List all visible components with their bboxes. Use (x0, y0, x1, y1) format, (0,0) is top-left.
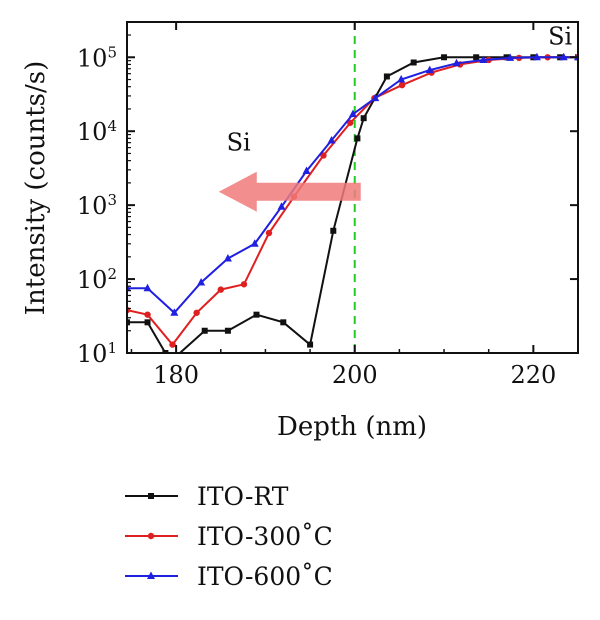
y-tick-label: 102 (77, 265, 117, 294)
data-point (147, 571, 155, 579)
data-point (277, 202, 286, 210)
data-point (253, 311, 260, 318)
data-point (307, 341, 314, 348)
data-point (479, 55, 488, 63)
legend-label: ITO-RT (197, 482, 289, 511)
data-point (148, 493, 154, 499)
x-tick-label: 200 (332, 361, 378, 389)
legend-item: ITO-RT (125, 482, 289, 511)
data-point (348, 109, 357, 118)
data-point (265, 229, 273, 237)
data-point (144, 311, 151, 318)
data-point (127, 319, 130, 326)
data-point (425, 65, 434, 74)
plot-frame (126, 21, 579, 354)
shift-arrow (218, 171, 361, 212)
data-point (320, 152, 327, 159)
data-point (559, 52, 568, 61)
data-point (330, 227, 337, 234)
annotation-si: Si (227, 128, 251, 156)
legend-item: ITO-600˚C (125, 562, 333, 591)
y-tick-label: 103 (77, 191, 117, 220)
data-point (217, 286, 224, 293)
x-axis-label: Depth (nm) (277, 412, 427, 442)
data-point (280, 319, 287, 326)
data-point (410, 59, 417, 66)
data-point (173, 353, 179, 359)
data-point (383, 73, 390, 80)
data-point (371, 93, 380, 102)
data-point (143, 283, 152, 292)
y-axis-label: Intensity (counts/s) (21, 61, 51, 316)
data-point (250, 239, 259, 247)
data-point (170, 308, 179, 316)
data-point (169, 341, 176, 348)
data-point (441, 54, 448, 61)
data-point (193, 309, 200, 316)
data-point (452, 58, 461, 67)
annotation-layer: Si Si (218, 22, 573, 212)
legend: ITO-RT ITO-300˚C ITO-600˚C (125, 482, 333, 591)
data-point (302, 166, 311, 174)
series-ito-600-c (127, 52, 578, 316)
data-point (327, 135, 336, 144)
y-tick-label: 104 (77, 117, 117, 146)
data-point (532, 52, 541, 61)
data-point (162, 350, 169, 353)
data-point (224, 327, 231, 334)
data-point (201, 327, 208, 334)
data-point (223, 253, 232, 262)
axis-layer: 180 200 220 101 102 103 104 105 (77, 21, 579, 389)
x-tick-label: 180 (153, 361, 199, 389)
data-point (506, 53, 515, 61)
legend-item: ITO-300˚C (125, 522, 333, 551)
data-point (147, 532, 155, 540)
legend-label: ITO-300˚C (197, 522, 333, 551)
legend-label: ITO-600˚C (197, 562, 333, 591)
data-point (360, 115, 367, 122)
data-point (473, 54, 480, 61)
x-tick-label: 220 (510, 361, 556, 389)
data-point (144, 319, 151, 326)
y-tick-label: 105 (77, 43, 117, 72)
data-point (398, 81, 406, 89)
annotation-si: Si (548, 22, 572, 50)
data-point (397, 75, 406, 83)
data-point (240, 281, 248, 288)
data-point (197, 277, 206, 286)
y-tick-label: 101 (77, 339, 117, 368)
data-point (354, 135, 361, 142)
data-point (347, 119, 354, 126)
